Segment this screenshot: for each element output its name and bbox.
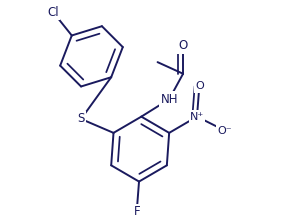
Text: NH: NH <box>160 93 178 106</box>
Text: S: S <box>77 112 85 125</box>
Text: N⁺: N⁺ <box>190 112 204 122</box>
Text: F: F <box>133 205 140 218</box>
Text: Cl: Cl <box>47 6 59 19</box>
Text: O: O <box>195 82 204 91</box>
Text: O: O <box>178 39 188 52</box>
Text: O⁻: O⁻ <box>217 125 232 136</box>
